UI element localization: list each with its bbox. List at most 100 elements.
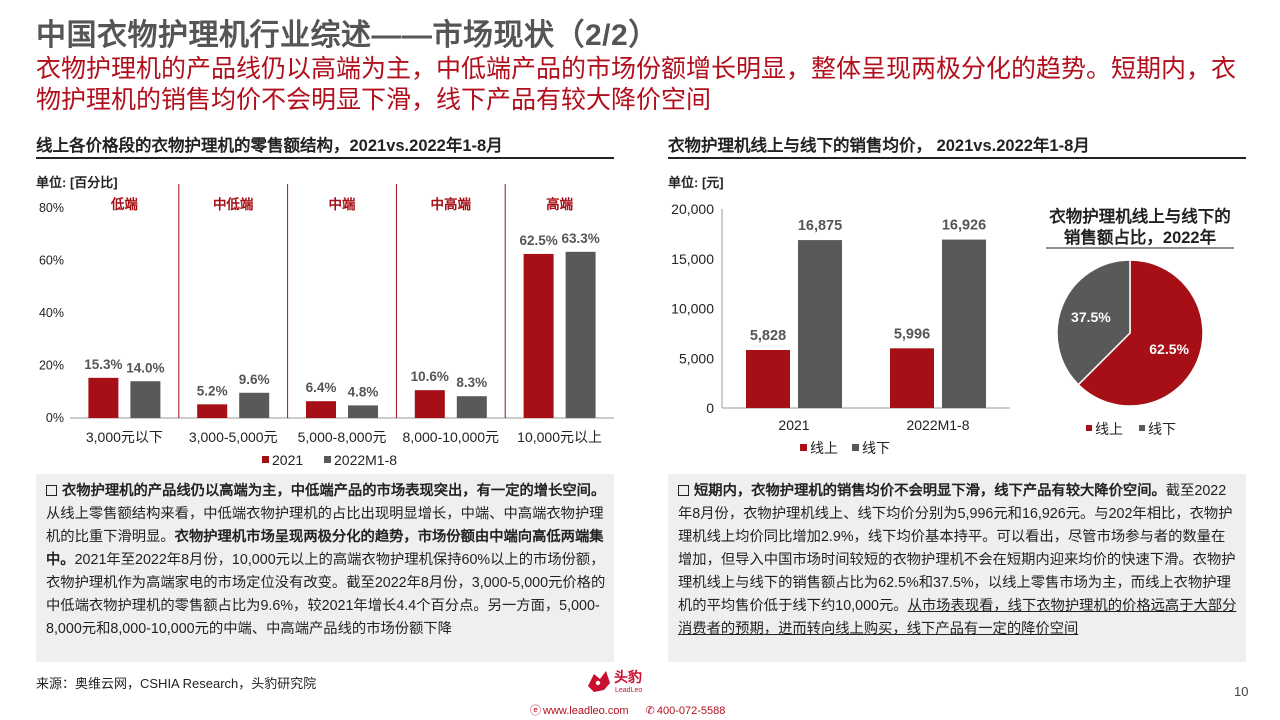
segment-label: 中端	[329, 196, 356, 212]
legend-swatch	[324, 456, 331, 463]
data-label: 63.3%	[561, 231, 599, 246]
y-tick-label: 0	[706, 400, 714, 416]
source-note: 来源：奥维云网，CSHIA Research，头豹研究院	[36, 676, 317, 691]
text-run: 2021年至2022年8月份，10,000元以上的高端衣物护理机保持60%以上的…	[46, 552, 606, 637]
legend-label: 线下	[1148, 421, 1176, 437]
legend-swatch	[852, 444, 859, 451]
data-label: 5,996	[894, 326, 930, 342]
right-panel-title: 衣物护理机线上与线下的销售均价， 2021vs.2022年1-8月	[668, 137, 1090, 155]
data-label: 5,828	[750, 328, 786, 344]
left-panel-rule	[36, 157, 614, 159]
bar-2021	[414, 390, 445, 418]
pie-data-label: 37.5%	[1071, 309, 1111, 325]
legend-swatch	[262, 456, 269, 463]
pie-slice-online	[1077, 259, 1204, 407]
phone-icon: ✆	[645, 705, 655, 717]
bar-2022m1-8	[456, 396, 487, 418]
data-label: 5.2%	[197, 383, 228, 398]
page-subtitle: 衣物护理机的产品线仍以高端为主，中低端产品的市场份额增长明显，整体呈现两极分化的…	[36, 55, 1237, 114]
footer-contact: ⓔ www.leadleo.com ✆ 400-072-5588	[530, 702, 739, 718]
page-title: 中国衣物护理机行业综述——市场现状（2/2）	[36, 19, 659, 52]
leadleo-logo: 头豹 LeadLeo	[588, 669, 642, 694]
data-label: 8.3%	[456, 375, 487, 390]
bar-2022m1-8	[565, 251, 596, 418]
data-label: 9.6%	[239, 372, 270, 387]
text-run: 衣物护理机市场呈现两极分化的趋势，市场份额由中端向高低两端集中。	[46, 529, 604, 568]
page-number: 10	[1234, 684, 1249, 699]
online-offline-pie-chart: 衣物护理机线上与线下的销售额占比，2022年 62.5% 37.5% 线上 线下	[1046, 206, 1234, 437]
bar-online	[890, 348, 934, 408]
right-unit-label: 单位: [元]	[668, 175, 724, 190]
x-tick-label: 10,000元以上	[517, 429, 602, 445]
data-label: 10.6%	[411, 369, 449, 384]
data-label: 14.0%	[126, 360, 164, 375]
legend-swatch	[1086, 425, 1092, 431]
legend-label: 线下	[862, 440, 890, 456]
x-tick-label: 3,000元以下	[86, 429, 163, 445]
segment-label: 中高端	[431, 196, 472, 212]
y-tick-label: 20,000	[671, 201, 714, 217]
bar-2022m1-8	[130, 381, 161, 418]
pie-title-line1: 衣物护理机线上与线下的	[1049, 206, 1231, 226]
logo-text: 头豹	[614, 669, 642, 685]
y-tick-label: 10,000	[671, 301, 714, 317]
data-label: 16,926	[942, 218, 986, 234]
data-label: 15.3%	[84, 357, 122, 372]
segment-label: 中低端	[213, 196, 254, 212]
text-run: 从市场表现看，线下衣物护理机的价格远高于大部分消费者的预期，进而转向线上购买，线…	[678, 598, 1237, 637]
bar-2021	[306, 401, 336, 418]
bar-2021	[197, 404, 228, 418]
segment-label: 高端	[546, 196, 574, 212]
left-analysis-text: 衣物护理机的产品线仍以高端为主，中低端产品的市场表现突出，有一定的增长空间。从线…	[36, 474, 614, 662]
legend-label: 2021	[272, 452, 303, 468]
left-unit-label: 单位: [百分比]	[36, 175, 118, 190]
y-tick-label: 20%	[39, 359, 64, 373]
pie-title-line2: 销售额占比，2022年	[1064, 227, 1217, 247]
bar-online	[746, 350, 790, 408]
bar-2021	[523, 253, 554, 418]
globe-icon: ⓔ	[530, 705, 541, 717]
x-tick-label: 2021	[778, 417, 809, 433]
legend-label: 线上	[1095, 421, 1123, 437]
text-run: 衣物护理机的产品线仍以高端为主，中低端产品的市场表现突出，有一定的增长空间。	[62, 483, 606, 499]
text-run: 从线上零售额结构来看，中低端衣物护理机的占比出现明显增长，中端、中高端衣物护理机…	[46, 506, 604, 545]
price-segment-bar-chart: 0% 20% 40% 60% 80% 低端 3,000元以下 15.3% 14.0% 中低端 3,0…	[39, 184, 614, 468]
legend-label: 2022M1-8	[334, 452, 397, 468]
right-analysis-text: 短期内，衣物护理机的销售均价不会明显下滑，线下产品有较大降价空间。截至2022年…	[668, 474, 1246, 662]
checkbox-bullet-icon	[46, 485, 57, 496]
bar-offline	[798, 240, 842, 408]
y-tick-label: 5,000	[679, 350, 714, 366]
x-tick-label: 3,000-5,000元	[189, 429, 278, 445]
phone-number: ✆ 400-072-5588	[645, 705, 726, 717]
text-run: 截至2022年8月份，衣物护理机线上、线下均价分别为5,996元和16,926元…	[678, 483, 1236, 614]
y-tick-label: 40%	[39, 306, 64, 320]
right-panel-rule	[668, 157, 1246, 159]
average-price-bar-chart: 0 5,000 10,000 15,000 20,000 2021 5,828 16,875 2…	[671, 201, 1010, 456]
data-label: 62.5%	[519, 233, 557, 248]
left-panel-title: 线上各价格段的衣物护理机的零售额结构，2021vs.2022年1-8月	[36, 137, 503, 155]
y-tick-label: 15,000	[671, 251, 714, 267]
legend-swatch	[800, 444, 807, 451]
website-link[interactable]: ⓔ www.leadleo.com	[530, 705, 629, 717]
y-tick-label: 80%	[39, 201, 64, 215]
x-tick-label: 8,000-10,000元	[403, 429, 500, 445]
text-run: 短期内，衣物护理机的销售均价不会明显下滑，线下产品有较大降价空间。	[694, 483, 1166, 499]
bar-offline	[942, 239, 986, 408]
legend-swatch	[1139, 425, 1145, 431]
x-tick-label: 5,000-8,000元	[298, 429, 387, 445]
legend-label: 线上	[810, 440, 838, 456]
data-label: 16,875	[798, 218, 842, 234]
bar-2022m1-8	[348, 405, 378, 418]
bar-2021	[88, 377, 119, 418]
y-tick-label: 0%	[46, 411, 64, 425]
x-tick-label: 2022M1-8	[906, 417, 969, 433]
segment-label: 低端	[110, 196, 138, 212]
data-label: 6.4%	[306, 380, 337, 395]
data-label: 4.8%	[348, 384, 379, 399]
y-tick-label: 60%	[39, 254, 64, 268]
logo-subtext: LeadLeo	[615, 687, 642, 694]
pie-slice-offline	[1056, 259, 1131, 386]
pie-data-label: 62.5%	[1149, 341, 1189, 357]
bar-2022m1-8	[239, 392, 270, 418]
checkbox-bullet-icon	[678, 485, 689, 496]
